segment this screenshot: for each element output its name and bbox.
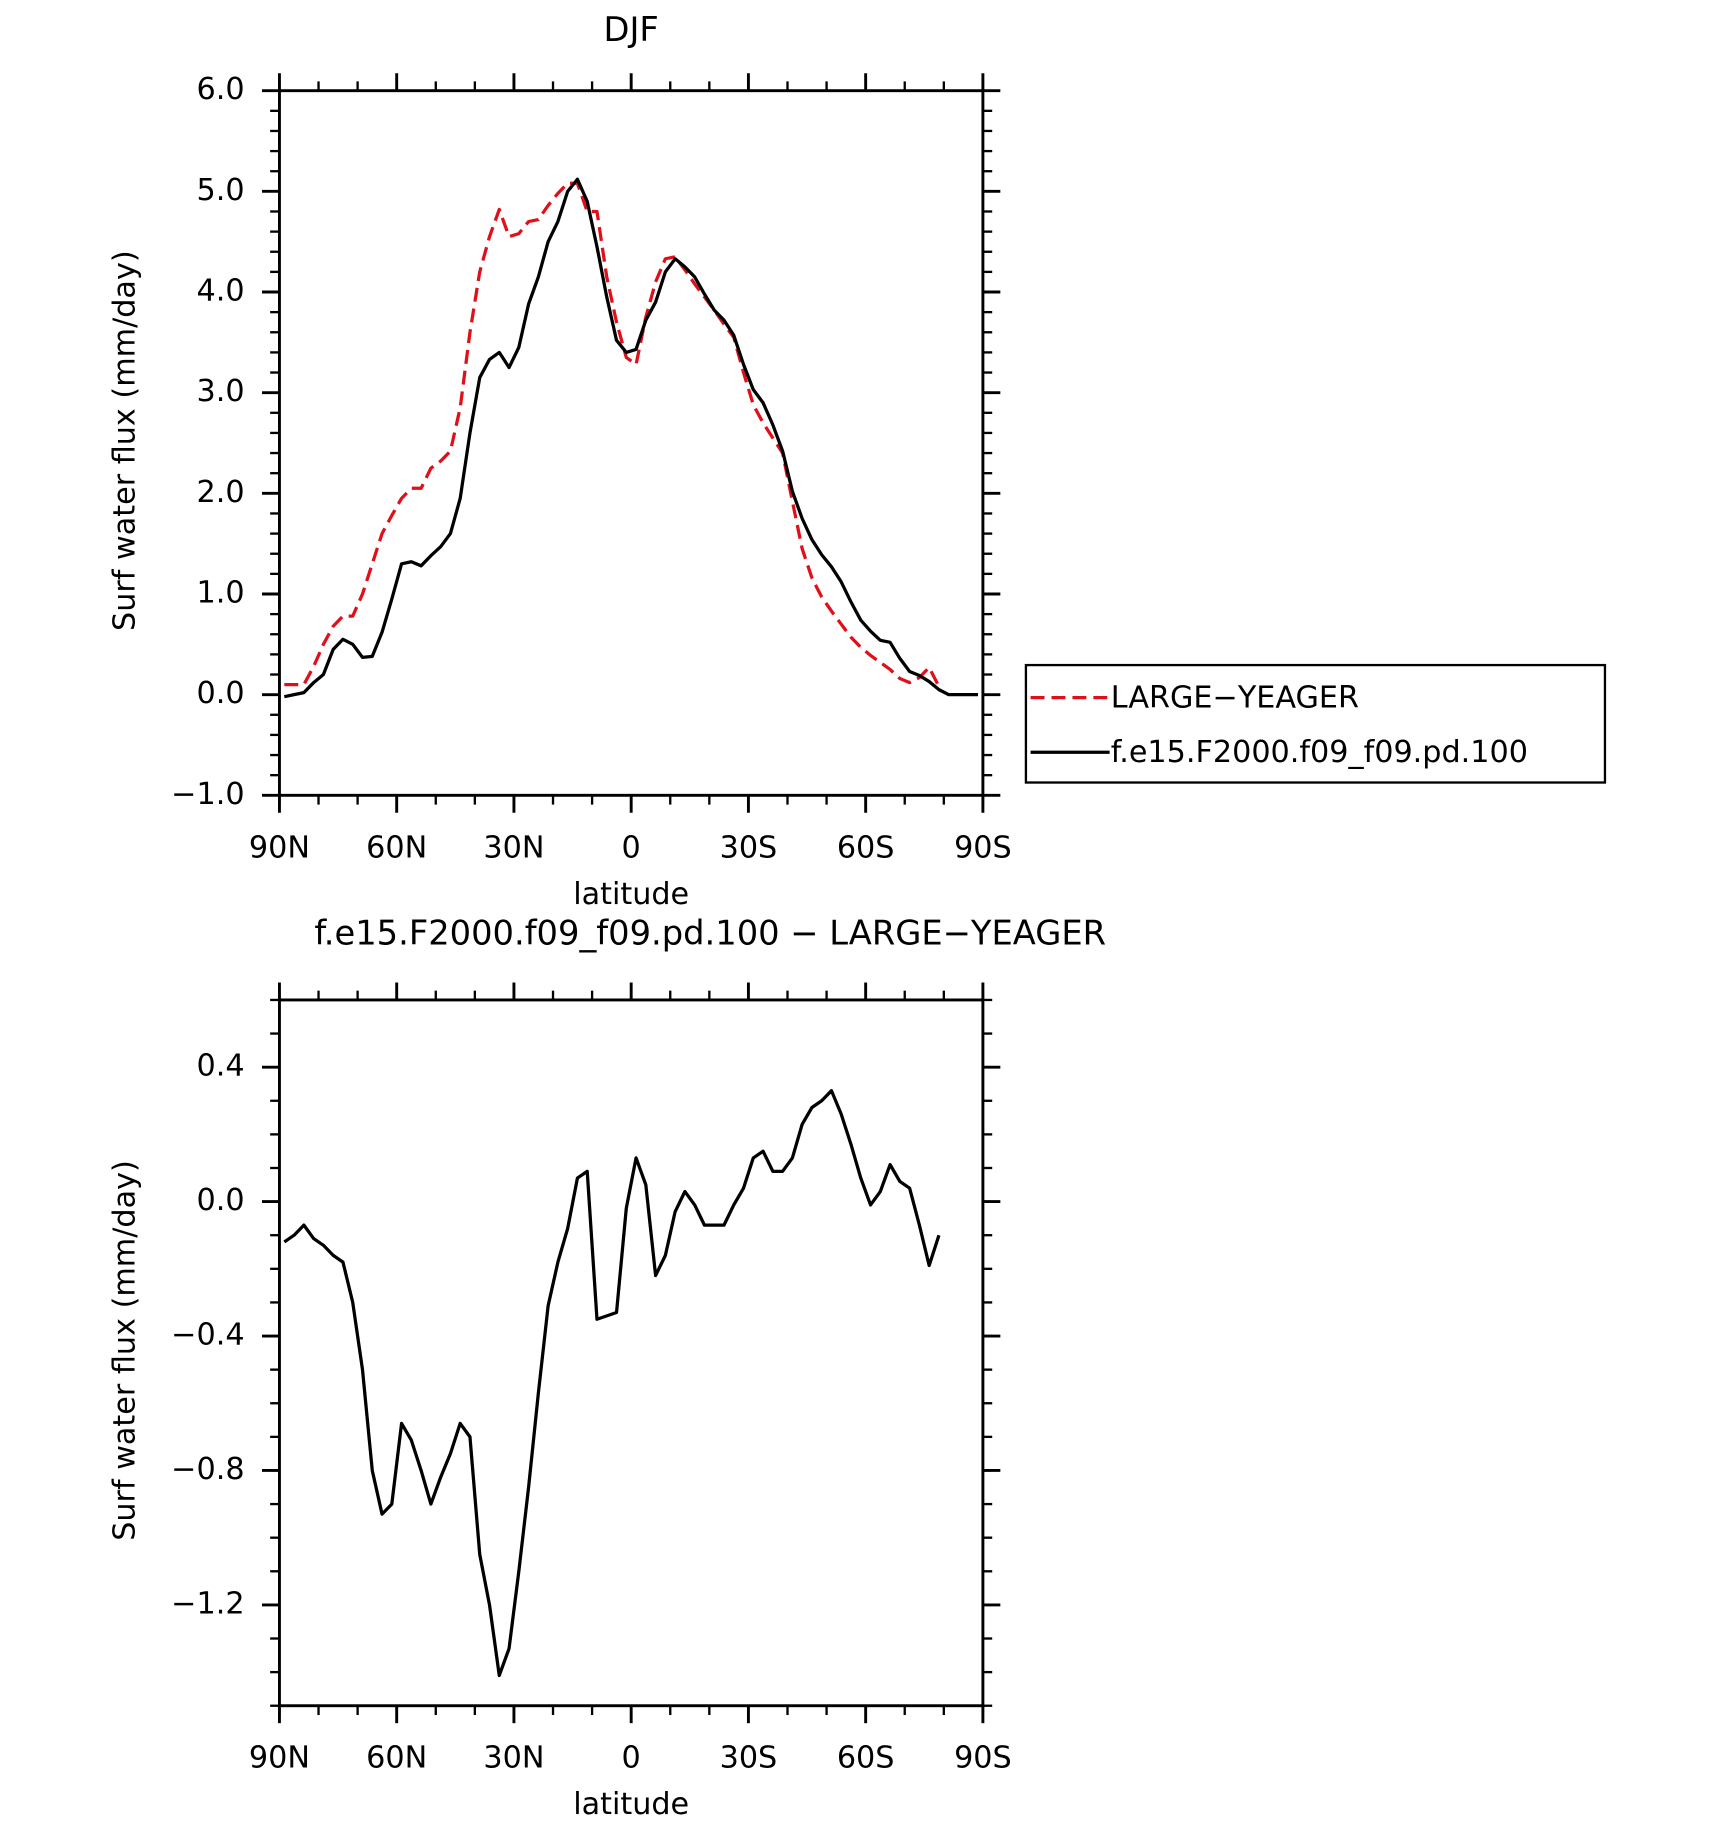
x-tick-label: 0 [622,830,641,865]
y-tick-label: 1.0 [197,575,245,610]
data-line [284,181,941,688]
x-tick-label: 30S [720,830,778,865]
x-axis-label: latitude [573,1787,689,1822]
y-tick-label: 3.0 [197,374,245,409]
y-tick-label: −0.4 [171,1318,244,1353]
legend-label: f.e15.F2000.f09_f09.pd.100 [1111,735,1528,770]
y-tick-label: −1.0 [171,777,244,812]
x-axis-label: latitude [573,877,689,912]
legend-label: LARGE−YEAGER [1111,680,1359,715]
plot-frame [277,998,985,1708]
x-tick-label: 60N [366,830,427,865]
y-axis-label: Surf water flux (mm/day) [107,1160,142,1541]
y-tick-label: 0.0 [197,1183,245,1218]
y-tick-label: 6.0 [197,72,245,107]
x-tick-label: 90S [954,830,1012,865]
y-tick-label: 4.0 [197,274,245,309]
x-tick-label: 90N [249,830,310,865]
y-tick-label: −1.2 [171,1586,244,1621]
x-tick-label: 30N [483,1741,544,1776]
y-tick-label: 0.4 [197,1049,245,1084]
legend-box [1024,663,1607,784]
x-tick-label: 90N [249,1741,310,1776]
x-tick-label: 30S [720,1741,778,1776]
chart-title: f.e15.F2000.f09_f09.pd.100 − LARGE−YEAGE… [314,913,1106,952]
y-tick-label: −0.8 [171,1452,244,1487]
y-tick-label: 5.0 [197,173,245,208]
y-tick-label: 2.0 [197,475,245,510]
x-tick-label: 60S [837,830,895,865]
data-line [283,1089,941,1678]
y-axis-label: Surf water flux (mm/day) [107,250,142,631]
x-tick-label: 90S [954,1741,1012,1776]
x-tick-label: 60S [837,1741,895,1776]
chart-title: DJF [604,10,659,49]
x-tick-label: 0 [622,1741,641,1776]
data-line [284,177,979,699]
x-tick-label: 30N [483,830,544,865]
y-tick-label: 0.0 [197,676,245,711]
plot-frame [277,89,985,797]
x-tick-label: 60N [366,1741,427,1776]
